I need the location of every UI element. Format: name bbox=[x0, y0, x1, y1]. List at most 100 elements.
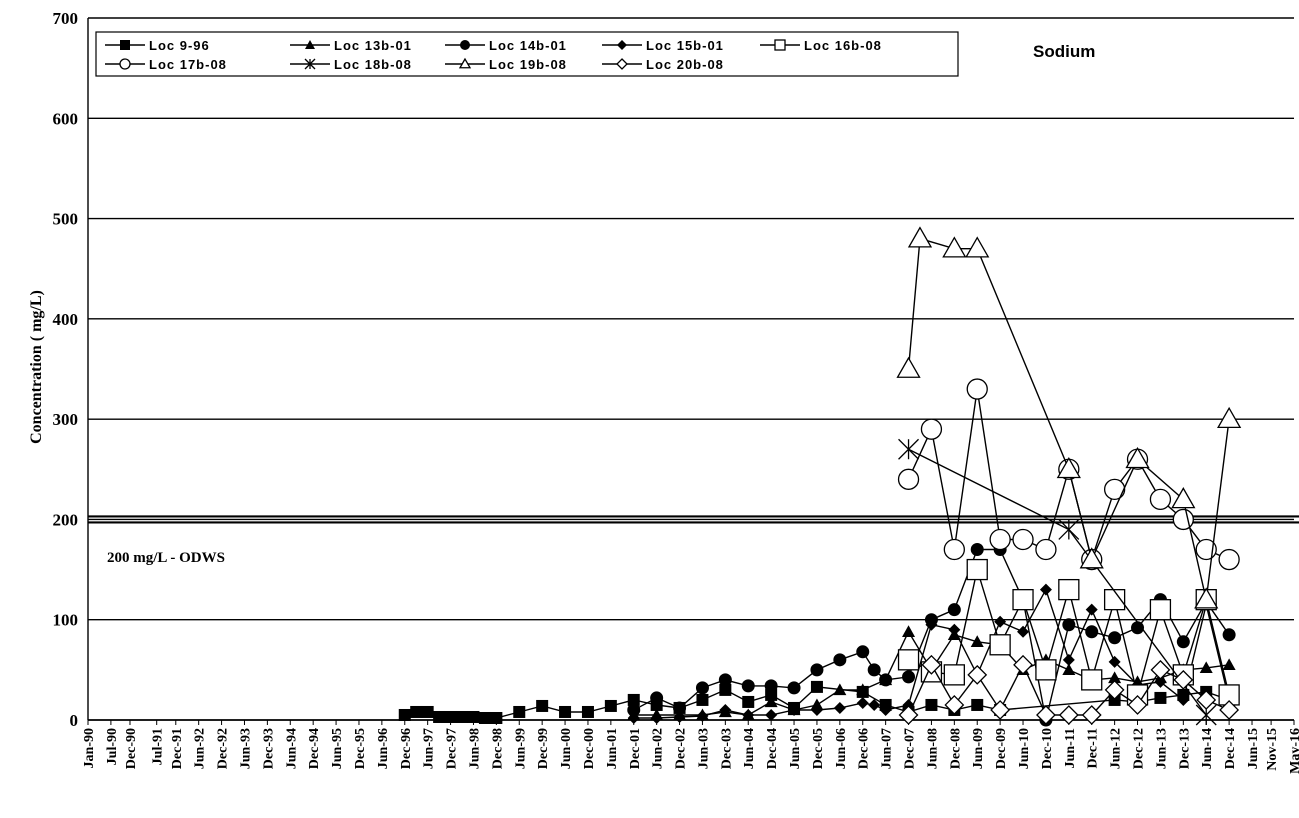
x-tick-label: Dec-02 bbox=[674, 728, 689, 769]
data-point bbox=[944, 540, 964, 560]
data-point bbox=[990, 529, 1010, 549]
x-tick-label: Dec-90 bbox=[124, 728, 139, 769]
y-tick-label: 100 bbox=[53, 611, 79, 630]
data-point bbox=[900, 706, 918, 724]
data-point bbox=[966, 238, 988, 257]
legend-marker bbox=[120, 40, 130, 50]
data-point bbox=[788, 681, 801, 694]
data-point bbox=[742, 696, 754, 708]
data-point bbox=[1177, 635, 1190, 648]
x-tick-label: Jun-98 bbox=[467, 728, 482, 769]
data-point bbox=[943, 238, 965, 257]
x-tick-label: Dec-01 bbox=[628, 728, 643, 769]
x-tick-label: Jun-09 bbox=[971, 728, 986, 769]
data-point bbox=[696, 681, 709, 694]
y-tick-label: 0 bbox=[70, 711, 79, 730]
data-point bbox=[1218, 408, 1240, 427]
x-tick-label: Dec-98 bbox=[490, 728, 505, 769]
data-point bbox=[513, 706, 525, 718]
x-tick-label: Jun-15 bbox=[1246, 728, 1261, 769]
x-tick-label: Dec-07 bbox=[903, 728, 918, 769]
data-point bbox=[445, 711, 457, 723]
x-tick-label: Jun-96 bbox=[376, 728, 391, 769]
legend-label: Loc 9-96 bbox=[149, 38, 210, 53]
data-point bbox=[834, 702, 846, 714]
data-point bbox=[856, 645, 869, 658]
data-point bbox=[967, 560, 987, 580]
data-point bbox=[925, 699, 937, 711]
data-point bbox=[899, 439, 919, 459]
x-tick-label: Dec-00 bbox=[582, 728, 597, 769]
data-point bbox=[944, 665, 964, 685]
x-tick-label: Dec-93 bbox=[261, 728, 276, 769]
data-point bbox=[948, 624, 960, 636]
data-point bbox=[1150, 489, 1170, 509]
data-point bbox=[968, 666, 986, 684]
x-tick-label: Jun-03 bbox=[696, 728, 711, 769]
x-tick-label: Jun-07 bbox=[880, 728, 895, 769]
data-point bbox=[1059, 580, 1079, 600]
x-tick-label: Jun-14 bbox=[1200, 728, 1215, 769]
data-point bbox=[1017, 626, 1029, 638]
series-group bbox=[399, 228, 1240, 727]
data-point bbox=[991, 701, 1009, 719]
legend-label: Loc 16b-08 bbox=[804, 38, 882, 53]
data-point bbox=[1085, 625, 1098, 638]
x-tick-label: Jun-97 bbox=[422, 728, 437, 769]
legend-label: Loc 15b-01 bbox=[646, 38, 724, 53]
legend-marker bbox=[120, 59, 130, 69]
x-tick-label: Jun-11 bbox=[1063, 728, 1078, 768]
data-point bbox=[810, 663, 823, 676]
data-point bbox=[1060, 706, 1078, 724]
x-tick-label: Jun-06 bbox=[834, 728, 849, 769]
chart-title: Sodium bbox=[1033, 42, 1095, 61]
data-point bbox=[948, 603, 961, 616]
legend-label: Loc 17b-08 bbox=[149, 57, 227, 72]
data-point bbox=[742, 679, 755, 692]
legend-marker bbox=[775, 40, 785, 50]
y-tick-label: 300 bbox=[53, 410, 79, 429]
data-point bbox=[651, 712, 663, 724]
data-point bbox=[1062, 618, 1075, 631]
legend-label: Loc 20b-08 bbox=[646, 57, 724, 72]
y-tick-label: 700 bbox=[53, 9, 79, 28]
data-point bbox=[1013, 590, 1033, 610]
y-tick-label: 500 bbox=[53, 210, 79, 229]
legend-label: Loc 18b-08 bbox=[334, 57, 412, 72]
data-point bbox=[994, 616, 1006, 628]
data-point bbox=[582, 706, 594, 718]
y-axis-title: Concentration ( mg/L) bbox=[28, 290, 45, 444]
data-point bbox=[536, 700, 548, 712]
x-tick-label: Dec-03 bbox=[719, 728, 734, 769]
y-tick-label: 400 bbox=[53, 310, 79, 329]
x-tick-label: Dec-95 bbox=[353, 728, 368, 769]
data-point bbox=[650, 691, 663, 704]
x-tick-label: Dec-94 bbox=[307, 728, 322, 769]
x-tick-label: Dec-97 bbox=[445, 728, 460, 769]
data-point bbox=[899, 650, 919, 670]
data-point bbox=[898, 358, 920, 377]
data-point bbox=[857, 697, 869, 709]
x-tick-label: Jun-01 bbox=[605, 728, 620, 769]
data-point bbox=[479, 712, 491, 724]
data-point bbox=[1036, 540, 1056, 560]
x-tick-label: Jun-08 bbox=[925, 728, 940, 769]
data-point bbox=[1223, 658, 1236, 670]
data-point bbox=[1013, 529, 1033, 549]
data-point bbox=[811, 681, 823, 693]
data-point bbox=[1063, 654, 1075, 666]
data-point bbox=[559, 706, 571, 718]
data-point bbox=[967, 379, 987, 399]
data-point bbox=[1150, 600, 1170, 620]
x-tick-label: Jun-05 bbox=[788, 728, 803, 769]
data-point bbox=[909, 228, 931, 247]
x-tick-label: Dec-12 bbox=[1132, 728, 1147, 769]
data-point bbox=[921, 419, 941, 439]
data-point bbox=[833, 653, 846, 666]
data-point bbox=[899, 469, 919, 489]
x-tick-label: Dec-08 bbox=[948, 728, 963, 769]
x-tick-label: Nov-15 bbox=[1265, 728, 1280, 771]
x-tick-label: Dec-09 bbox=[994, 728, 1009, 769]
